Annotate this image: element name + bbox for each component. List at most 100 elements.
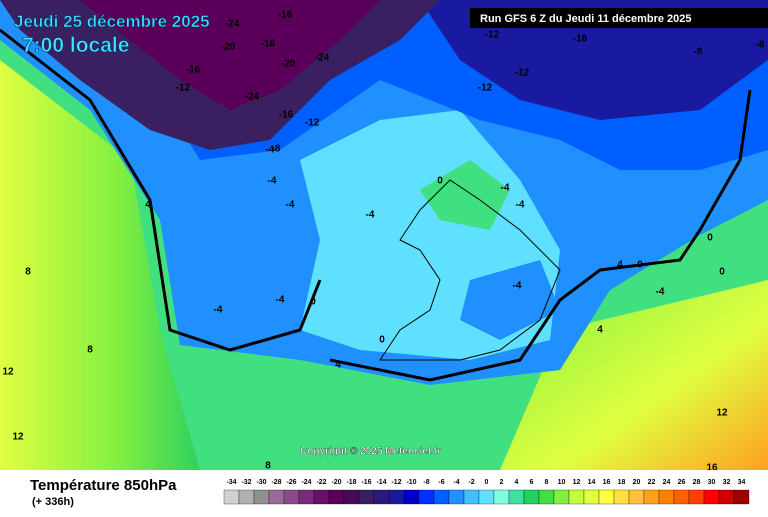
map: -24-16-20 -16-20-24-16-12-24-16-12-12-12-… bbox=[0, 0, 768, 474]
legend-label: -28 bbox=[271, 479, 281, 486]
contour-label: -4 bbox=[501, 183, 510, 194]
legend-label: -14 bbox=[376, 479, 386, 486]
legend-label: -16 bbox=[361, 479, 371, 486]
legend-label: 4 bbox=[515, 479, 519, 486]
contour-label: -20 bbox=[221, 42, 236, 53]
contour-label: 16 bbox=[706, 463, 718, 474]
contour-label: -4 bbox=[516, 200, 525, 211]
legend-label: -10 bbox=[406, 479, 416, 486]
legend-swatch bbox=[223, 489, 240, 505]
contour-label: -4 bbox=[513, 281, 522, 292]
legend-label: -32 bbox=[241, 479, 251, 486]
cold-core bbox=[420, 0, 768, 120]
legend-swatch bbox=[298, 489, 315, 505]
contour-label: 12 bbox=[12, 432, 24, 443]
legend-swatch bbox=[328, 489, 345, 505]
legend-label: 18 bbox=[618, 479, 626, 486]
mild-scandinavia bbox=[420, 160, 510, 230]
contour-label: 0 bbox=[637, 260, 643, 271]
contour-label: -8 bbox=[272, 144, 281, 155]
contour-label: 0 bbox=[707, 233, 713, 244]
legend-label: -6 bbox=[438, 479, 444, 486]
contour-label: -4 bbox=[276, 295, 285, 306]
legend-label: 26 bbox=[678, 479, 686, 486]
legend-label: -18 bbox=[346, 479, 356, 486]
contour-label: -24 bbox=[315, 53, 330, 64]
legend-label: -34 bbox=[226, 479, 236, 486]
contour-label: 8 bbox=[265, 461, 271, 472]
contour-label: -16 bbox=[279, 110, 294, 121]
contour-label: -4 bbox=[268, 176, 277, 187]
legend-label: 8 bbox=[545, 479, 549, 486]
legend-label: 14 bbox=[588, 479, 596, 486]
legend-swatch bbox=[628, 489, 645, 505]
contour-label: 8 bbox=[87, 345, 93, 356]
legend-label: 30 bbox=[708, 479, 716, 486]
legend-swatch bbox=[388, 489, 405, 505]
contour-label: -16 bbox=[186, 65, 201, 76]
legend-swatch bbox=[268, 489, 285, 505]
contour-label: -12 bbox=[515, 68, 530, 79]
cold-balkans bbox=[460, 260, 560, 340]
contour-label: -24 bbox=[245, 92, 260, 103]
legend-swatch bbox=[598, 489, 615, 505]
legend-swatch bbox=[238, 489, 255, 505]
contour-label: 4 bbox=[597, 325, 603, 336]
forecast-time: 7:00 locale bbox=[22, 34, 129, 57]
contour-label: -20 bbox=[281, 59, 296, 70]
legend-swatch bbox=[478, 489, 495, 505]
legend-swatch bbox=[313, 489, 330, 505]
legend-label: 6 bbox=[530, 479, 534, 486]
legend-label: 34 bbox=[738, 479, 746, 486]
run-banner bbox=[470, 8, 768, 28]
contour-label: 4 bbox=[145, 200, 151, 211]
legend-label: 10 bbox=[558, 479, 566, 486]
contour-label: -16 bbox=[278, 10, 293, 21]
contour-label: -4 bbox=[286, 200, 295, 211]
contour-label: 0 bbox=[310, 297, 316, 308]
forecast-date: Jeudi 25 décembre 2025 bbox=[14, 12, 210, 31]
zero-isotherm bbox=[0, 28, 752, 382]
contour-label: -16 bbox=[261, 39, 276, 50]
contour-label: 0 bbox=[719, 267, 725, 278]
coastlines bbox=[379, 179, 561, 361]
legend-swatch bbox=[688, 489, 705, 505]
legend-swatch bbox=[358, 489, 375, 505]
legend-swatch bbox=[613, 489, 630, 505]
legend-swatch bbox=[418, 489, 435, 505]
lead-time: (+ 336h) bbox=[32, 496, 74, 508]
legend-label: -12 bbox=[391, 479, 401, 486]
contour-labels: -24-16-20 -16-20-24-16-12-24-16-12-12-12-… bbox=[2, 10, 764, 474]
contour-label: -12 bbox=[485, 30, 500, 41]
contour-label: -12 bbox=[478, 83, 493, 94]
legend-swatch bbox=[373, 489, 390, 505]
legend-label: -4 bbox=[453, 479, 459, 486]
contour-label: -4 bbox=[366, 210, 375, 221]
contour-label: -4 bbox=[656, 287, 665, 298]
legend-label: -26 bbox=[286, 479, 296, 486]
warm-southeast bbox=[500, 280, 768, 470]
legend-swatch bbox=[523, 489, 540, 505]
contour-label: -4 bbox=[214, 305, 223, 316]
legend-swatch bbox=[253, 489, 270, 505]
legend-swatch bbox=[673, 489, 690, 505]
legend-label: -30 bbox=[256, 479, 266, 486]
contour-label: -4 bbox=[266, 145, 275, 156]
legend-label: 16 bbox=[603, 479, 611, 486]
legend-swatch bbox=[658, 489, 675, 505]
legend-label: 20 bbox=[633, 479, 641, 486]
legend-label: -8 bbox=[423, 479, 429, 486]
legend-swatch bbox=[718, 489, 735, 505]
legend-swatch bbox=[463, 489, 480, 505]
contour-label: 0 bbox=[437, 176, 443, 187]
contour-label: -12 bbox=[305, 118, 320, 129]
legend-swatch bbox=[568, 489, 585, 505]
contour-label: -16 bbox=[573, 34, 588, 45]
legend-label: -2 bbox=[468, 479, 474, 486]
legend-label: 32 bbox=[723, 479, 731, 486]
legend-swatch bbox=[448, 489, 465, 505]
warm-west bbox=[0, 60, 200, 470]
legend-swatch bbox=[493, 489, 510, 505]
legend-swatch bbox=[538, 489, 555, 505]
